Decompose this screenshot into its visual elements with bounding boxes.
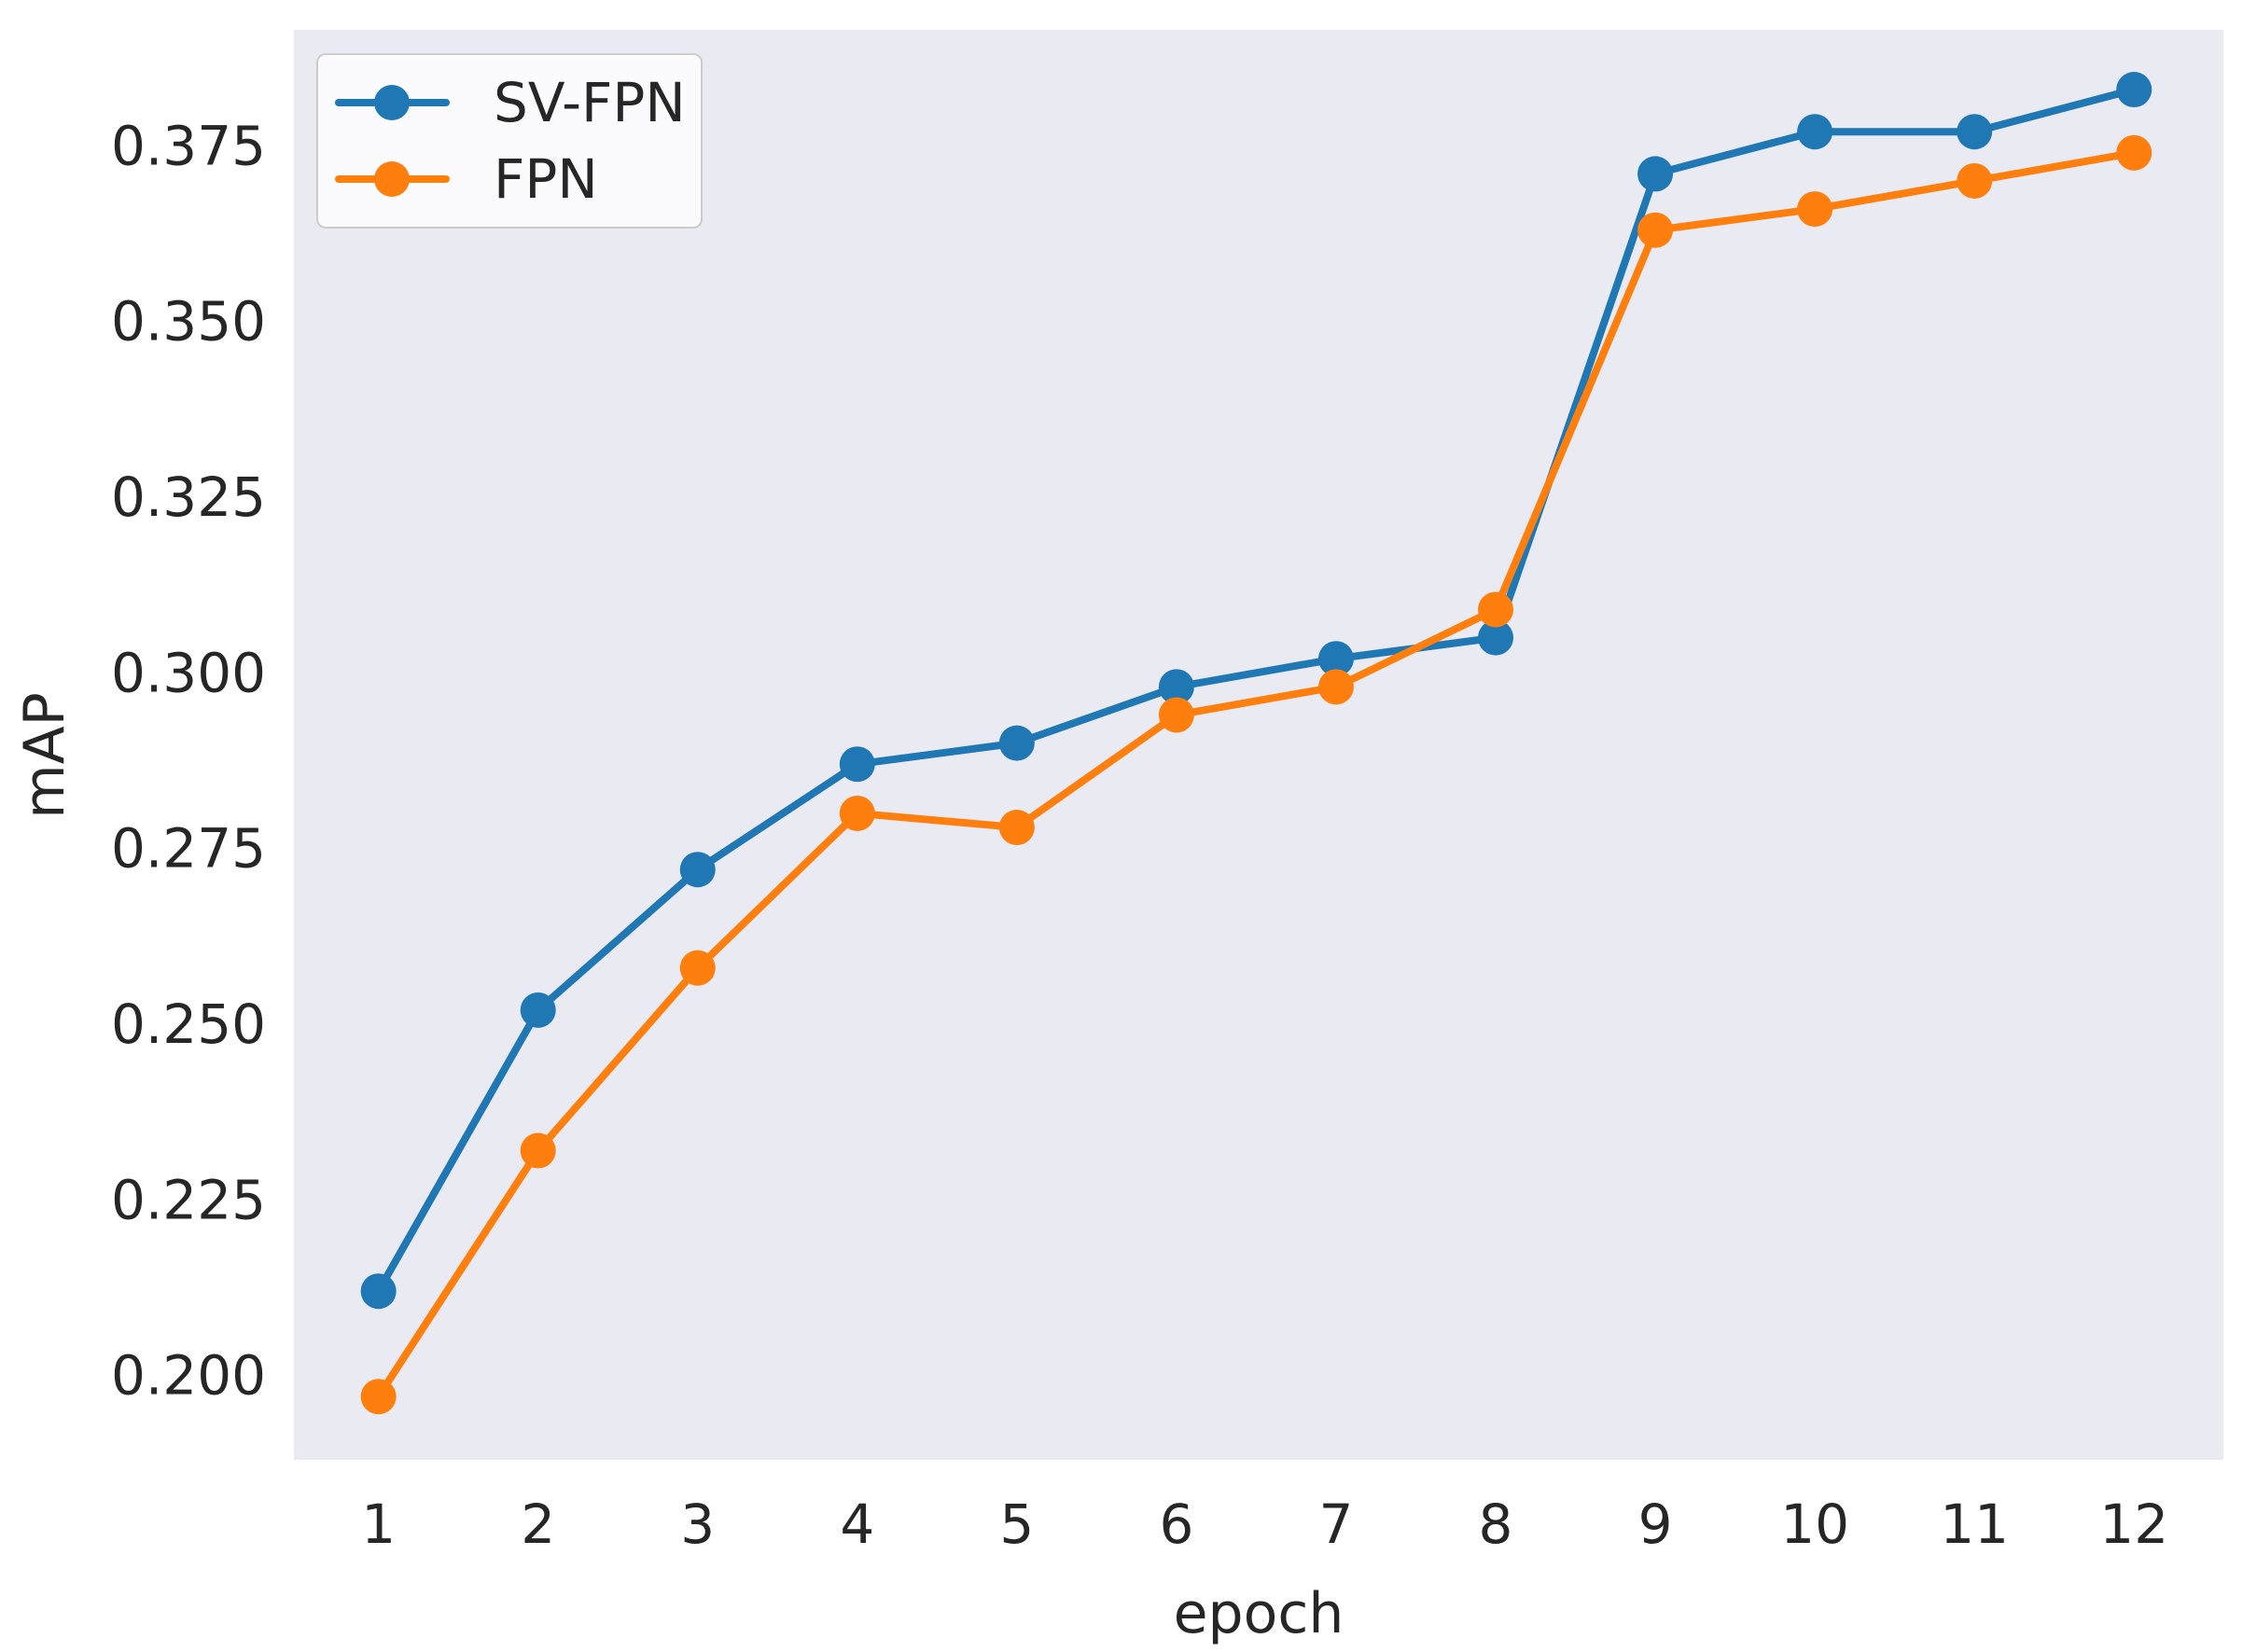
data-point-fpn-epoch-9 bbox=[1637, 212, 1674, 248]
x-axis-label: epoch bbox=[1173, 1581, 1344, 1646]
data-point-sv-fpn-epoch-8 bbox=[1478, 619, 1514, 656]
x-tick-label: 1 bbox=[361, 1492, 396, 1556]
series-line-sv-fpn bbox=[374, 86, 2139, 1296]
x-tick-label: 4 bbox=[840, 1492, 874, 1556]
legend-marker-dot bbox=[374, 161, 410, 197]
legend-item-fpn: FPN bbox=[335, 142, 701, 216]
x-tick-label: 2 bbox=[521, 1492, 555, 1556]
data-point-sv-fpn-epoch-7 bbox=[1317, 641, 1354, 677]
data-point-fpn-epoch-4 bbox=[839, 795, 875, 831]
legend-marker-dot bbox=[374, 85, 410, 120]
data-point-fpn-epoch-11 bbox=[1957, 162, 1993, 199]
data-point-sv-fpn-epoch-3 bbox=[679, 852, 716, 888]
legend: SV-FPN FPN bbox=[316, 53, 703, 229]
data-point-sv-fpn-epoch-1 bbox=[360, 1273, 397, 1310]
data-point-fpn-epoch-2 bbox=[520, 1132, 556, 1169]
x-tick-label: 3 bbox=[680, 1492, 715, 1556]
series-line-fpn bbox=[374, 148, 2139, 1401]
y-tick-label: 0.275 bbox=[111, 817, 266, 881]
y-tick-label: 0.250 bbox=[111, 993, 266, 1056]
data-point-fpn-epoch-8 bbox=[1478, 591, 1514, 628]
data-point-fpn-epoch-10 bbox=[1797, 191, 1833, 228]
legend-line-marker-icon bbox=[335, 84, 450, 121]
x-tick-label: 5 bbox=[999, 1492, 1034, 1556]
plot-area bbox=[294, 30, 2223, 1460]
data-point-fpn-epoch-12 bbox=[2116, 134, 2153, 171]
data-point-fpn-epoch-6 bbox=[1158, 697, 1194, 733]
x-tick-label: 8 bbox=[1479, 1492, 1513, 1556]
y-tick-label: 0.325 bbox=[111, 465, 266, 529]
data-point-sv-fpn-epoch-10 bbox=[1797, 114, 1833, 150]
data-point-sv-fpn-epoch-12 bbox=[2116, 72, 2153, 108]
y-tick-label: 0.200 bbox=[111, 1344, 266, 1408]
y-tick-label: 0.225 bbox=[111, 1168, 266, 1231]
data-point-sv-fpn-epoch-4 bbox=[839, 746, 875, 783]
legend-item-sv-fpn: SV-FPN bbox=[335, 65, 701, 140]
legend-line-marker-icon bbox=[335, 160, 450, 198]
data-point-sv-fpn-epoch-11 bbox=[1957, 114, 1993, 150]
data-point-fpn-epoch-7 bbox=[1317, 669, 1354, 705]
y-tick-label: 0.300 bbox=[111, 641, 266, 704]
x-tick-label: 6 bbox=[1159, 1492, 1193, 1556]
x-tick-label: 11 bbox=[1940, 1492, 2009, 1556]
y-tick-label: 0.375 bbox=[111, 114, 266, 177]
y-axis-label: mAP bbox=[12, 692, 77, 819]
x-tick-label: 12 bbox=[2099, 1492, 2168, 1556]
data-point-fpn-epoch-1 bbox=[360, 1379, 397, 1415]
data-point-sv-fpn-epoch-5 bbox=[998, 725, 1035, 761]
data-point-fpn-epoch-3 bbox=[679, 950, 716, 986]
data-point-sv-fpn-epoch-2 bbox=[520, 992, 556, 1028]
legend-label-sv-fpn: SV-FPN bbox=[494, 71, 686, 134]
x-tick-label: 10 bbox=[1780, 1492, 1849, 1556]
x-tick-label: 9 bbox=[1638, 1492, 1673, 1556]
legend-label-fpn: FPN bbox=[494, 147, 598, 211]
data-point-sv-fpn-epoch-6 bbox=[1158, 669, 1194, 705]
data-point-fpn-epoch-5 bbox=[998, 810, 1035, 846]
y-tick-label: 0.350 bbox=[111, 290, 266, 354]
x-tick-label: 7 bbox=[1319, 1492, 1354, 1556]
data-point-sv-fpn-epoch-9 bbox=[1637, 156, 1674, 192]
